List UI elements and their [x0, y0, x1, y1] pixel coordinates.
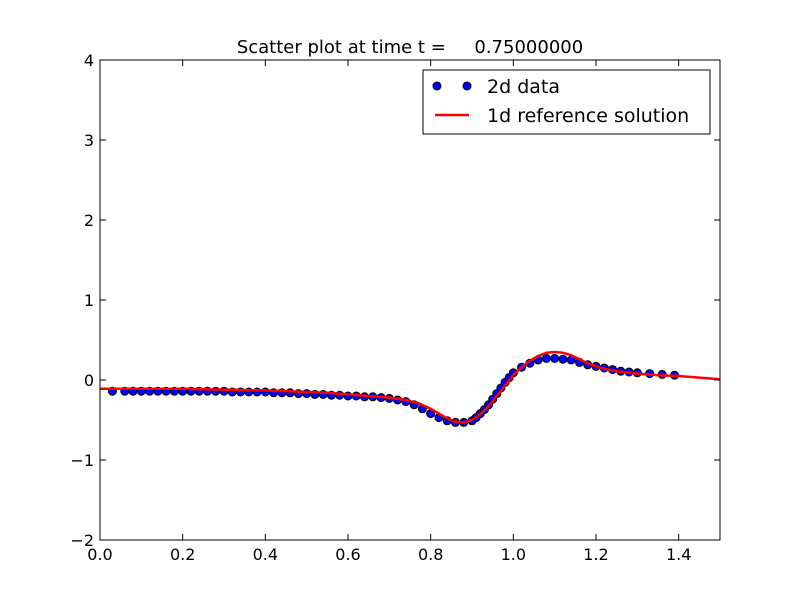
- x-tick-label: 0.2: [170, 545, 195, 564]
- y-tick-label: 4: [84, 51, 94, 70]
- chart-title: Scatter plot at time t = 0.75000000: [237, 37, 583, 58]
- x-tick-label: 1.2: [583, 545, 608, 564]
- x-tick-label: 0.4: [253, 545, 278, 564]
- x-tick-label: 0.8: [418, 545, 443, 564]
- x-tick-label: 1.4: [666, 545, 691, 564]
- legend-marker: [462, 81, 472, 91]
- legend-marker: [432, 81, 442, 91]
- y-tick-label: 1: [84, 291, 94, 310]
- data-point: [550, 353, 560, 363]
- axis-ticks: 0.0 0.2 0.4 0.6 0.8 1.0 1.2 1.4 −2 −1 0 1 2 3 4: [70, 51, 720, 564]
- data-point: [285, 388, 295, 398]
- legend-box: [422, 69, 711, 135]
- x-tick-label: 1.0: [501, 545, 526, 564]
- y-tick-label: −2: [70, 531, 94, 550]
- legend-label: 2d data: [487, 76, 560, 98]
- legend-label: 1d reference solution: [487, 105, 689, 127]
- series-layer: [100, 350, 720, 427]
- data-point: [541, 353, 551, 363]
- reference-line: [100, 350, 720, 424]
- x-tick-label: 0.6: [335, 545, 360, 564]
- x-tick-label: 0.0: [87, 545, 112, 564]
- plot-area: [100, 350, 720, 427]
- data-point: [558, 354, 568, 364]
- legend: 2d data 1d reference solution: [422, 69, 711, 135]
- y-tick-label: 2: [84, 211, 94, 230]
- y-tick-label: −1: [70, 451, 94, 470]
- y-tick-label: 3: [84, 131, 94, 150]
- y-tick-label: 0: [84, 371, 94, 390]
